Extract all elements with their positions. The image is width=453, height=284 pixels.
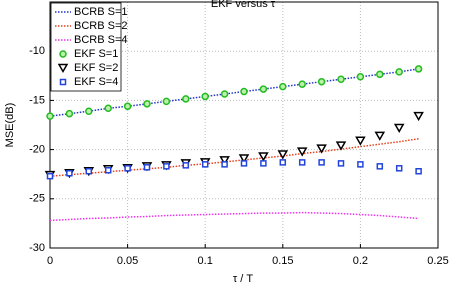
marker [46, 112, 54, 120]
marker [123, 102, 132, 111]
marker [240, 160, 248, 167]
marker [219, 156, 230, 166]
marker [65, 109, 74, 118]
legend-box [50, 2, 122, 92]
marker [259, 85, 268, 93]
marker [335, 141, 347, 151]
marker [298, 159, 306, 166]
plot-frame [49, 1, 439, 249]
x-tick-label: 0.1 [198, 255, 213, 267]
y-tick-label: -15 [29, 94, 45, 106]
marker [376, 163, 384, 170]
x-tick-label: 0.25 [427, 255, 448, 267]
x-tick-label: 0.05 [117, 255, 138, 267]
marker [258, 152, 269, 162]
y-tick-label: -10 [29, 45, 45, 57]
x-tick-label: 0 [47, 255, 53, 267]
legend-label: BCRB S=1 [74, 6, 128, 18]
marker [279, 82, 287, 91]
marker [318, 159, 325, 166]
marker [143, 164, 151, 171]
y-tick-label: -20 [29, 144, 45, 156]
legend-swatch [59, 78, 67, 86]
marker [238, 154, 250, 164]
marker [414, 65, 423, 73]
marker [220, 90, 229, 98]
marker [124, 165, 131, 172]
legend-label: BCRB S=4 [74, 34, 128, 46]
marker [46, 172, 54, 180]
y-tick-label: -25 [29, 193, 45, 205]
marker [221, 161, 228, 168]
marker [277, 150, 289, 160]
marker [104, 167, 112, 174]
y-tick-label: -30 [29, 242, 45, 254]
marker [104, 104, 112, 113]
chart-title: EKF versus τ [211, 0, 276, 10]
marker [393, 123, 405, 133]
marker [162, 97, 171, 106]
marker [296, 147, 308, 157]
marker [413, 111, 424, 122]
legend-label: EKF S=4 [74, 76, 118, 88]
marker [260, 160, 267, 167]
legend-swatch [57, 63, 69, 74]
legend-label: BCRB S=2 [74, 20, 128, 32]
y-axis-label: MSE(dB) [4, 103, 16, 148]
marker [337, 160, 345, 167]
marker [85, 167, 93, 175]
marker [182, 95, 190, 103]
marker [357, 161, 364, 168]
marker [337, 75, 345, 83]
marker [163, 163, 170, 170]
marker [317, 77, 326, 86]
marker [374, 131, 386, 141]
x-tick-label: 0.2 [353, 255, 368, 267]
legend-label: EKF S=2 [74, 62, 118, 74]
marker [316, 144, 327, 154]
marker [182, 162, 190, 169]
marker [415, 167, 422, 175]
marker [240, 87, 248, 96]
x-tick-label: 0.15 [272, 255, 293, 267]
marker [201, 161, 209, 168]
marker [143, 100, 151, 108]
marker [279, 159, 287, 166]
marker [376, 70, 384, 79]
marker [395, 165, 403, 172]
marker [85, 107, 93, 115]
series-line [49, 211, 419, 222]
marker [66, 169, 73, 177]
marker [201, 92, 209, 101]
marker [355, 136, 366, 146]
legend-swatch [59, 50, 67, 58]
marker [298, 80, 306, 88]
x-axis-label: τ / T [233, 273, 254, 284]
legend-label: EKF S=1 [74, 48, 118, 60]
marker [356, 73, 365, 81]
marker [395, 68, 403, 76]
